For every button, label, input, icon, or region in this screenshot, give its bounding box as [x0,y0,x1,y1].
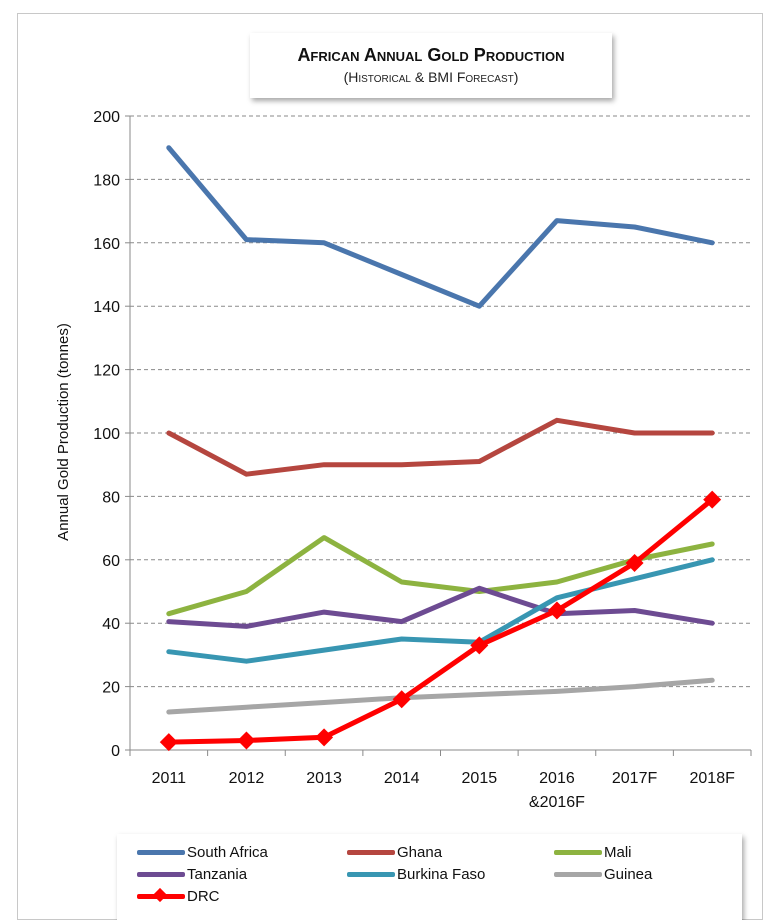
y-tick-label: 60 [102,553,120,570]
x-tick-label: 2016 [539,770,575,787]
legend-label: DRC [187,887,220,905]
data-point-drc [470,636,489,655]
x-tick-label: 2011 [152,770,187,787]
chart-plot: 0 20 40 60 80 100 120 140 160 180 200 2011 2012 2013 2… [55,109,752,811]
series-line-burkina-faso [166,557,715,664]
legend-item-south-africa: South Africa [137,842,268,862]
x-tick-label: 2015 [462,770,498,787]
legend-label: Guinea [604,865,653,883]
series-line-drc [166,497,715,745]
legend-swatch [554,842,602,862]
chart-subtitle: (Historical & BMI Forecast) [343,69,519,85]
y-tick-label: 180 [93,172,120,189]
data-point-drc [159,733,178,752]
y-tick-label: 200 [93,109,120,126]
legend-label: Tanzania [187,865,248,883]
legend-swatch [554,864,602,884]
legend-swatch [137,886,185,906]
data-point-drc [237,731,256,750]
y-tick-label: 120 [93,363,120,380]
y-tick-label: 80 [102,489,120,506]
legend-item-tanzania: Tanzania [137,864,247,884]
series-line-south-africa [166,145,715,309]
y-tick-label: 100 [93,426,120,443]
data-point-drc [315,728,334,747]
legend: South Africa Ghana Mali Tanzania Burkina Fas… [117,834,742,920]
chart-title: African Annual Gold Production [297,45,565,65]
chart-title-box: African Annual Gold Production (Historic… [250,33,612,98]
legend-label: Mali [604,843,632,861]
x-tick-sublabel: &2016F [529,794,585,811]
x-tick-label: 2013 [306,770,342,787]
y-axis-title: Annual Gold Production (tonnes) [55,323,72,541]
legend-item-burkina-faso: Burkina Faso [347,864,485,884]
data-point-drc [547,601,566,620]
legend-item-ghana: Ghana [347,842,442,862]
series-line-guinea [166,677,715,715]
y-tick-label: 0 [111,743,120,760]
legend-item-guinea: Guinea [554,864,652,884]
series-line-mali [166,535,715,617]
legend-swatch [347,864,395,884]
y-tick-label: 140 [93,299,120,316]
legend-item-mali: Mali [554,842,632,862]
x-tick-label: 2017F [612,770,658,787]
y-tick-label: 20 [102,680,120,697]
data-point-drc [392,690,411,709]
x-tick-label: 2018F [690,770,736,787]
legend-swatch [347,842,395,862]
legend-swatch [137,842,185,862]
data-point-drc [625,553,644,572]
series-line-tanzania [166,585,715,629]
legend-swatch [137,864,185,884]
x-tick-label: 2014 [384,770,420,787]
series-line-ghana [166,417,715,477]
y-tick-label: 160 [93,236,120,253]
legend-label: South Africa [187,843,268,861]
data-point-drc [703,490,722,509]
y-tick-label: 40 [102,616,120,633]
legend-label: Burkina Faso [397,865,486,883]
legend-item-drc: DRC [137,886,220,906]
legend-label: Ghana [397,843,443,861]
x-tick-label: 2012 [229,770,265,787]
